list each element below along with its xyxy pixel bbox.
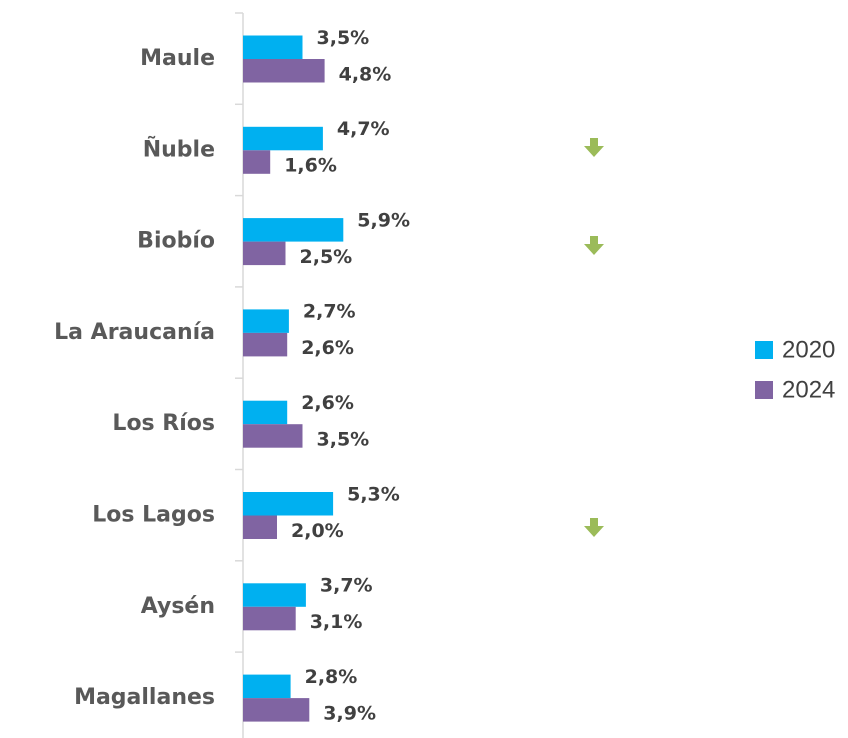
value-label: 2,8% (305, 666, 358, 688)
bar (243, 492, 334, 516)
bar (243, 126, 323, 151)
bar (243, 400, 288, 425)
category-label: Los Ríos (112, 411, 215, 436)
down-arrow (584, 236, 604, 255)
legend-swatch (755, 341, 773, 359)
bar (243, 150, 271, 174)
value-label: 3,1% (310, 611, 363, 633)
legend-label: 2024 (782, 376, 835, 403)
bar (243, 424, 303, 448)
value-label: 3,7% (320, 575, 373, 597)
bar (243, 218, 344, 242)
category-label: Aysén (141, 594, 215, 619)
value-label: 2,7% (303, 301, 356, 323)
category-label: Biobío (137, 229, 215, 254)
bar (243, 309, 289, 333)
bar (243, 698, 310, 722)
legend-swatch (755, 381, 773, 399)
bar (243, 674, 291, 699)
value-label: 2,6% (301, 392, 354, 414)
down-arrow (584, 518, 604, 537)
value-label: 5,3% (347, 483, 400, 505)
category-label: La Araucanía (54, 320, 215, 345)
value-label: 3,5% (317, 428, 370, 450)
bar (243, 35, 303, 59)
value-label: 2,0% (291, 520, 344, 542)
value-label: 1,6% (284, 155, 337, 177)
trend-arrows (584, 138, 604, 537)
bar (243, 606, 296, 631)
category-label: Los Lagos (92, 503, 215, 528)
value-label: 4,8% (339, 63, 392, 85)
value-label: 3,9% (323, 702, 376, 724)
category-label: Magallanes (74, 685, 215, 710)
bar (243, 583, 306, 607)
legend-label: 2020 (782, 336, 835, 363)
bar (243, 515, 277, 539)
value-label: 2,5% (300, 246, 353, 268)
value-label: 3,5% (317, 27, 370, 49)
category-label: Maule (140, 46, 215, 71)
bar (243, 59, 325, 83)
value-label: 2,6% (301, 337, 354, 359)
value-label: 4,7% (337, 118, 390, 140)
value-label: 5,9% (357, 209, 410, 231)
bar (243, 332, 288, 357)
bar (243, 241, 286, 266)
category-label: Ñuble (143, 136, 215, 162)
down-arrow (584, 138, 604, 157)
